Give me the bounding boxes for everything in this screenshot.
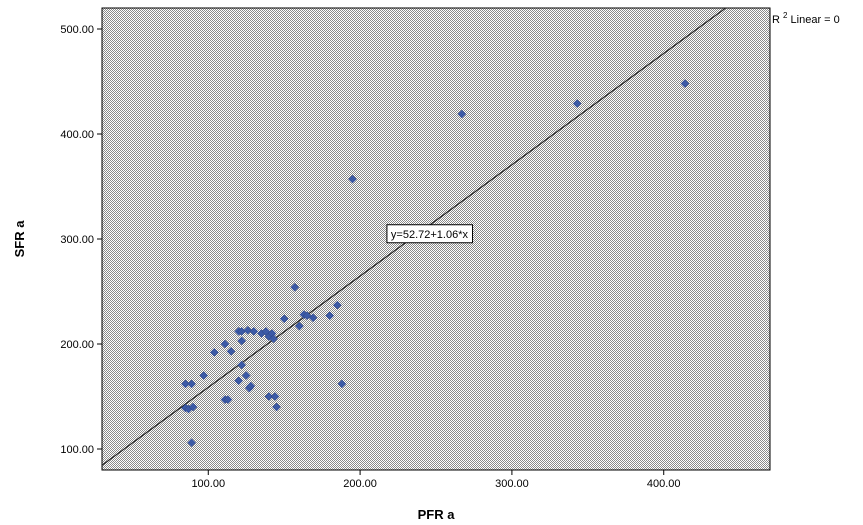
y-tick-label: 400.00 (60, 129, 94, 141)
data-point (199, 371, 209, 380)
data-point (680, 79, 690, 88)
legend: R 2 Linear = 0 (772, 9, 840, 26)
data-point (348, 174, 357, 184)
data-point (325, 311, 335, 321)
data-point (181, 379, 190, 389)
data-point (290, 282, 300, 292)
data-point (269, 334, 278, 344)
data-point (279, 314, 289, 324)
fit-line (102, 8, 727, 466)
data-point (295, 321, 304, 331)
data-point (246, 381, 256, 391)
data-point (243, 325, 253, 335)
x-tick-label: 100.00 (191, 478, 225, 490)
data-point (188, 402, 198, 412)
y-tick-label: 300.00 (60, 234, 94, 246)
y-tick-label: 200.00 (60, 339, 94, 351)
svg-text:R 2 Linear = 0: R 2 Linear = 0 (772, 9, 840, 26)
data-point (241, 371, 251, 380)
data-point (337, 379, 347, 389)
x-tick-label: 400.00 (647, 478, 681, 490)
data-point (308, 313, 318, 323)
data-point (264, 392, 274, 401)
data-point (272, 402, 281, 412)
legend-suffix: Linear = 0 (791, 14, 840, 26)
data-point (187, 379, 196, 389)
legend-r: R (772, 14, 780, 26)
fit-equation-box (386, 224, 474, 244)
fit-equation-text: y=52.72+1.06*x (391, 229, 469, 241)
data-point (220, 339, 230, 349)
data-point (249, 327, 259, 336)
data-point (226, 346, 236, 356)
data-point (223, 395, 233, 405)
y-axis-label: SFR a (12, 220, 27, 258)
data-point (457, 109, 467, 119)
y-tick-label: 500.00 (60, 24, 94, 36)
x-tick-label: 300.00 (495, 478, 529, 490)
fit-equation-label: y=52.72+1.06*x (386, 224, 474, 244)
data-point (237, 360, 247, 370)
data-point (187, 438, 196, 448)
data-point (209, 348, 219, 357)
data-point (572, 99, 582, 108)
x-tick-label: 200.00 (343, 478, 377, 490)
y-tick-label: 100.00 (60, 444, 94, 456)
data-point (237, 336, 247, 346)
x-axis-label: PFR a (418, 507, 456, 522)
data-point (270, 392, 280, 401)
legend-superscript: 2 (783, 11, 788, 20)
data-point (332, 300, 342, 310)
data-point (234, 376, 243, 386)
